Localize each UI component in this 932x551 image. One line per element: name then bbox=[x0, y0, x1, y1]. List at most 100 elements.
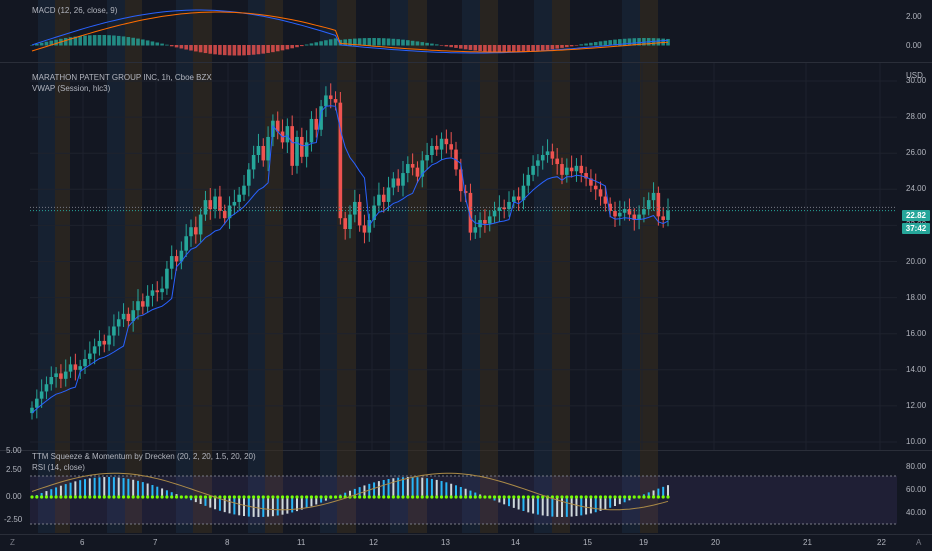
x-tick-label: 19 bbox=[639, 538, 648, 547]
candle-body bbox=[362, 225, 367, 233]
candle-body bbox=[141, 301, 145, 307]
macd-histogram-bar bbox=[574, 45, 579, 46]
macd-pane[interactable]: MACD (12, 26, close, 9) 2.00 0.00 bbox=[0, 0, 932, 62]
macd-histogram-bar bbox=[463, 45, 468, 50]
candle-body bbox=[290, 126, 294, 166]
squeeze-dot bbox=[372, 495, 376, 499]
y-tick-label: 12.00 bbox=[906, 400, 927, 410]
squeeze-dot bbox=[280, 495, 285, 499]
candle-body bbox=[343, 218, 347, 230]
macd-histogram-bar bbox=[637, 38, 641, 46]
indicator-pane[interactable]: TTM Squeeze & Momentum by Drecken (20, 2… bbox=[0, 446, 932, 533]
candle-body bbox=[150, 290, 155, 296]
candle-body bbox=[348, 214, 352, 230]
macd-histogram-bar bbox=[319, 41, 323, 46]
rsi-legend[interactable]: RSI (14, close) bbox=[32, 463, 85, 472]
session-shade bbox=[480, 63, 498, 450]
squeeze-dot bbox=[146, 495, 150, 499]
squeeze-dot bbox=[194, 495, 198, 499]
candle-body bbox=[627, 209, 632, 215]
chart-title[interactable]: MARATHON PATENT GROUP INC, 1h, Cboe BZX bbox=[32, 73, 212, 82]
squeeze-dot bbox=[247, 495, 251, 499]
candle-body bbox=[579, 165, 584, 174]
squeeze-dot bbox=[386, 495, 391, 499]
macd-histogram-bar bbox=[507, 45, 511, 53]
squeeze-dot bbox=[406, 495, 410, 499]
session-shade bbox=[408, 0, 427, 62]
candle-body bbox=[189, 227, 193, 237]
macd-histogram-bar bbox=[213, 45, 217, 55]
currency-label[interactable]: USD bbox=[906, 71, 923, 80]
squeeze-dot bbox=[362, 495, 367, 499]
candle-body bbox=[165, 268, 169, 289]
macd-histogram-bar bbox=[357, 38, 362, 46]
macd-histogram-bar bbox=[343, 39, 347, 46]
candle-body bbox=[381, 194, 386, 202]
squeeze-dot bbox=[324, 495, 328, 499]
macd-line bbox=[31, 9, 669, 54]
candle-body bbox=[401, 173, 405, 186]
candle-body bbox=[521, 185, 526, 201]
macd-histogram-bar bbox=[160, 43, 164, 46]
macd-histogram-bar bbox=[232, 45, 237, 56]
macd-histogram-bar bbox=[83, 35, 87, 46]
squeeze-dot bbox=[300, 495, 304, 499]
macd-histogram-bar bbox=[468, 45, 473, 50]
candle-body bbox=[112, 326, 116, 336]
macd-histogram-bar bbox=[300, 45, 304, 47]
session-shade bbox=[622, 0, 640, 62]
ttm-legend[interactable]: TTM Squeeze & Momentum by Drecken (20, 2… bbox=[32, 452, 256, 461]
macd-histogram-bar bbox=[165, 44, 169, 46]
macd-histogram-bar bbox=[410, 40, 415, 46]
squeeze-dot bbox=[464, 495, 468, 499]
candle-body bbox=[54, 373, 58, 378]
x-tick-label: 12 bbox=[369, 538, 378, 547]
squeeze-dot bbox=[150, 495, 155, 499]
macd-histogram-bar bbox=[68, 37, 73, 46]
macd-histogram-bar bbox=[449, 45, 453, 48]
candle-body bbox=[314, 118, 319, 130]
vwap-legend[interactable]: VWAP (Session, hlc3) bbox=[32, 84, 111, 93]
squeeze-dot bbox=[579, 495, 583, 499]
squeeze-dot bbox=[261, 495, 265, 499]
y-tick-label: 26.00 bbox=[906, 148, 927, 158]
squeeze-dot bbox=[507, 495, 511, 499]
macd-histogram-bar bbox=[516, 45, 521, 53]
macd-legend[interactable]: MACD (12, 26, close, 9) bbox=[32, 6, 118, 15]
squeeze-dot bbox=[444, 495, 448, 499]
macd-histogram-bar bbox=[386, 38, 391, 46]
macd-histogram-bar bbox=[454, 45, 458, 48]
candle-body bbox=[444, 138, 449, 145]
squeeze-dot bbox=[377, 495, 381, 499]
squeeze-dot bbox=[570, 495, 574, 499]
squeeze-dot bbox=[83, 495, 87, 499]
squeeze-dot bbox=[627, 495, 632, 499]
macd-histogram-bar bbox=[198, 45, 203, 53]
session-shade bbox=[337, 450, 356, 533]
rsi-axis-label: 80.00 bbox=[906, 462, 927, 471]
macd-histogram-bar bbox=[314, 42, 319, 46]
macd-histogram-bar bbox=[622, 38, 627, 46]
session-shade bbox=[534, 0, 552, 62]
candle-body bbox=[540, 155, 545, 161]
candle-body bbox=[560, 164, 564, 175]
time-axis[interactable]: Z A 6 7 8 11 12 13 14 15 19 20 21 22 bbox=[0, 534, 932, 551]
session-shade bbox=[193, 63, 212, 450]
macd-histogram-bar bbox=[608, 40, 612, 46]
session-shade bbox=[107, 450, 125, 533]
candle-body bbox=[613, 210, 617, 217]
candle-body bbox=[266, 136, 270, 161]
squeeze-dot bbox=[64, 495, 68, 499]
macd-histogram-bar bbox=[324, 40, 328, 46]
squeeze-dot bbox=[170, 495, 174, 499]
x-tick-label: 11 bbox=[297, 538, 306, 547]
timezone-corner[interactable]: Z bbox=[10, 538, 15, 547]
pane-separator[interactable] bbox=[0, 62, 932, 63]
price-pane[interactable]: MARATHON PATENT GROUP INC, 1h, Cboe BZX … bbox=[0, 63, 932, 450]
candle-body bbox=[531, 165, 535, 175]
squeeze-dot bbox=[78, 495, 82, 499]
x-tick-label: 13 bbox=[441, 538, 450, 547]
auto-scale-toggle[interactable]: A bbox=[916, 538, 922, 547]
squeeze-dot bbox=[295, 495, 299, 499]
squeeze-dot bbox=[54, 495, 58, 499]
